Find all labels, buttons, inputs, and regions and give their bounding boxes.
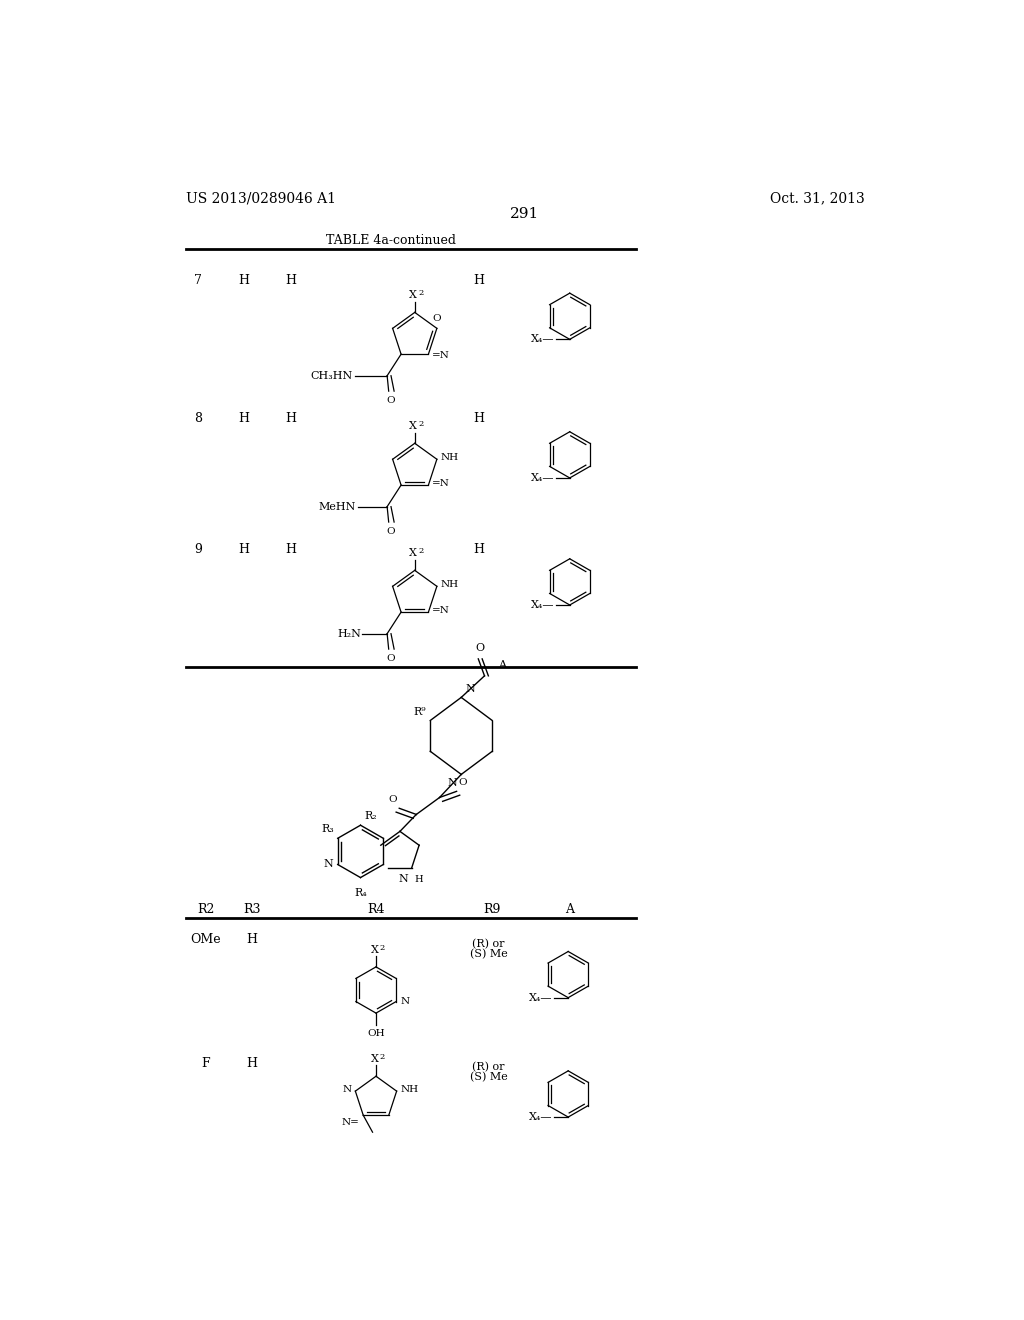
- Text: N: N: [447, 779, 458, 788]
- Text: H: H: [247, 933, 257, 946]
- Text: H: H: [239, 412, 250, 425]
- Text: MeHN: MeHN: [318, 502, 356, 512]
- Text: H: H: [473, 412, 483, 425]
- Text: 8: 8: [194, 412, 202, 425]
- Text: NH: NH: [400, 1085, 419, 1094]
- Text: R₃: R₃: [322, 825, 334, 834]
- Text: 2: 2: [419, 289, 424, 297]
- Text: O: O: [388, 796, 397, 804]
- Text: O: O: [386, 527, 394, 536]
- Text: US 2013/0289046 A1: US 2013/0289046 A1: [186, 191, 336, 206]
- Text: R₄: R₄: [354, 888, 367, 899]
- Text: H₂N: H₂N: [337, 628, 360, 639]
- Text: =N: =N: [432, 606, 451, 615]
- Text: OH: OH: [368, 1028, 385, 1038]
- Text: H: H: [286, 412, 296, 425]
- Text: Oct. 31, 2013: Oct. 31, 2013: [769, 191, 864, 206]
- Text: X: X: [371, 945, 379, 954]
- Text: X₄—: X₄—: [529, 1111, 553, 1122]
- Text: R3: R3: [244, 903, 261, 916]
- Text: R⁹: R⁹: [414, 706, 426, 717]
- Text: O: O: [386, 653, 394, 663]
- Text: H: H: [414, 875, 423, 884]
- Text: TABLE 4a-continued: TABLE 4a-continued: [327, 234, 457, 247]
- Text: H: H: [473, 543, 483, 556]
- Text: (R) or: (R) or: [472, 1061, 505, 1072]
- Text: R4: R4: [368, 903, 385, 916]
- Text: 7: 7: [194, 273, 202, 286]
- Text: (S) Me: (S) Me: [469, 949, 507, 958]
- Text: X: X: [410, 548, 417, 558]
- Text: 2: 2: [419, 420, 424, 428]
- Text: NH: NH: [440, 581, 459, 589]
- Text: N: N: [398, 874, 408, 884]
- Text: N: N: [342, 1085, 351, 1094]
- Text: X₄—: X₄—: [530, 334, 554, 345]
- Text: N=: N=: [341, 1118, 359, 1127]
- Text: N: N: [324, 859, 333, 870]
- Text: H: H: [239, 273, 250, 286]
- Text: X: X: [371, 1053, 379, 1064]
- Text: O: O: [386, 396, 394, 405]
- Text: R₂: R₂: [365, 812, 377, 821]
- Text: N: N: [465, 684, 475, 693]
- Text: OMe: OMe: [190, 933, 221, 946]
- Text: NH: NH: [440, 453, 459, 462]
- Text: 9: 9: [194, 543, 202, 556]
- Text: H: H: [286, 273, 296, 286]
- Text: H: H: [286, 543, 296, 556]
- Text: O: O: [458, 779, 467, 788]
- Text: 2: 2: [380, 1053, 385, 1061]
- Text: N: N: [400, 997, 410, 1006]
- Text: X: X: [410, 421, 417, 430]
- Text: X₄—: X₄—: [529, 993, 553, 1003]
- Text: A: A: [499, 660, 507, 671]
- Text: =N: =N: [432, 351, 451, 360]
- Text: R9: R9: [483, 903, 501, 916]
- Text: X₄—: X₄—: [530, 473, 554, 483]
- Text: (R) or: (R) or: [472, 939, 505, 949]
- Text: X: X: [410, 290, 417, 300]
- Text: O: O: [475, 643, 484, 653]
- Text: F: F: [201, 1056, 210, 1069]
- Text: 2: 2: [380, 944, 385, 952]
- Text: =N: =N: [432, 479, 451, 488]
- Text: O: O: [432, 314, 440, 323]
- Text: 2: 2: [419, 546, 424, 554]
- Text: H: H: [239, 543, 250, 556]
- Text: CH₃HN: CH₃HN: [310, 371, 353, 380]
- Text: X₄—: X₄—: [530, 601, 554, 610]
- Text: R2: R2: [197, 903, 214, 916]
- Text: H: H: [473, 273, 483, 286]
- Text: 291: 291: [510, 207, 540, 220]
- Text: A: A: [565, 903, 574, 916]
- Text: H: H: [247, 1056, 257, 1069]
- Text: (S) Me: (S) Me: [469, 1072, 507, 1082]
